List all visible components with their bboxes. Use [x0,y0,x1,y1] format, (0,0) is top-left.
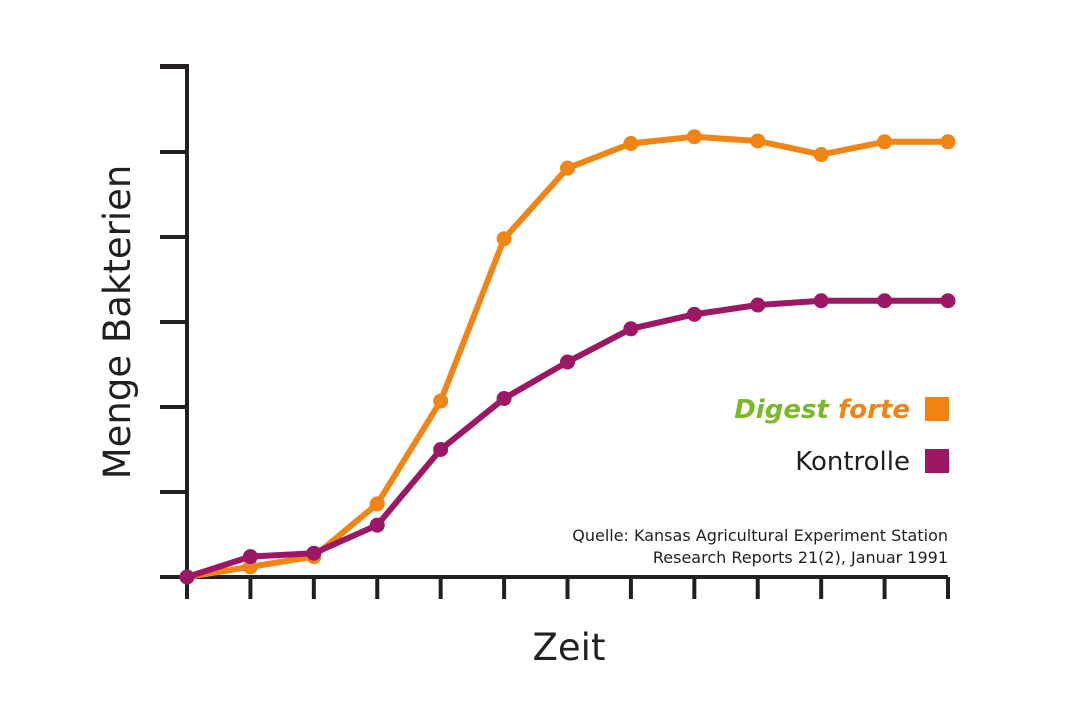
legend-label-digest-forte: Digest forte [734,395,910,425]
data-point [242,549,258,565]
data-point [369,496,385,512]
data-point [560,354,575,370]
data-point [750,133,766,149]
data-point [496,231,512,247]
data-point [877,134,893,150]
series-layer [179,129,956,585]
data-point [813,293,829,309]
data-point [686,129,702,145]
data-point [813,147,829,163]
data-point [623,136,639,151]
data-point [623,321,639,337]
y-axis-label: Menge Bakterien [96,165,139,480]
x-axis-label: Zeit [533,626,606,669]
data-point [940,134,956,150]
source-note: Quelle: Kansas Agricultural Experiment S… [572,526,948,567]
data-point [433,442,449,457]
data-point [686,306,702,322]
data-point [369,517,385,533]
data-point [306,545,322,561]
legend-label-part-digest: Digest [734,395,830,425]
legend-swatch-kontrolle [925,449,949,473]
data-point [940,293,956,309]
source-line-2: Research Reports 21(2), Januar 1991 [653,548,948,567]
data-point [433,393,449,409]
legend-label-part-forte: forte [838,395,910,425]
data-point [877,293,893,309]
data-point [179,569,195,585]
legend-label-kontrolle: Kontrolle [795,447,910,477]
legend-swatch-digest-forte [925,397,949,421]
legend: Digest forte Kontrolle [734,395,949,477]
axes [160,64,950,599]
series-kontrolle [179,293,956,585]
data-point [560,160,575,176]
data-point [496,391,512,406]
data-point [750,297,766,313]
source-line-1: Quelle: Kansas Agricultural Experiment S… [572,526,948,545]
